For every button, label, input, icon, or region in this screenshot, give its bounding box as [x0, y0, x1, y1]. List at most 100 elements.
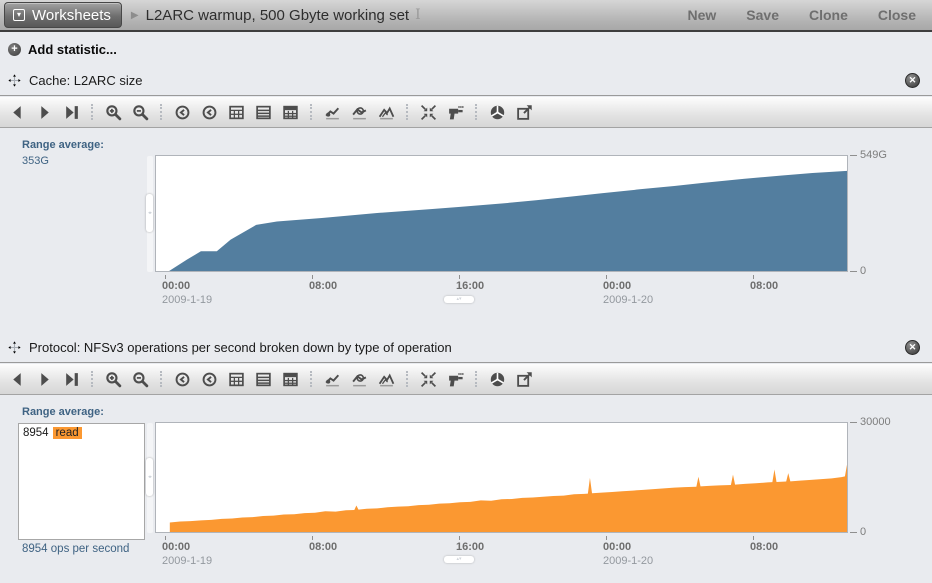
- show-day-button[interactable]: [227, 370, 245, 388]
- y-axis-label: 30000: [860, 416, 891, 428]
- show-month-icon: [282, 104, 299, 121]
- zoom-in-button[interactable]: [104, 370, 122, 388]
- show-hour-button[interactable]: [200, 370, 218, 388]
- quantize-button[interactable]: [488, 370, 506, 388]
- zoom-out-icon: [132, 104, 149, 121]
- clone-button[interactable]: Clone: [808, 7, 848, 23]
- export-button[interactable]: [515, 370, 533, 388]
- y-axis-tick: [850, 532, 857, 533]
- vertical-resize-handle[interactable]: [146, 458, 153, 496]
- back-button[interactable]: [8, 103, 26, 121]
- remove-statistic-button[interactable]: [905, 340, 920, 355]
- horizontal-resize-handle[interactable]: [444, 296, 474, 303]
- y-axis-tick: [850, 422, 857, 423]
- x-axis-label: 08:00: [309, 541, 338, 553]
- x-axis-label: 08:00: [750, 280, 779, 292]
- range-average-label: Range average:: [22, 406, 104, 418]
- nfsv3-ops-area-chart[interactable]: [155, 422, 848, 533]
- show-week-button[interactable]: [254, 103, 272, 121]
- show-maximum-button[interactable]: [350, 370, 368, 388]
- drilldown-button[interactable]: [446, 103, 464, 121]
- crop-outliers-button[interactable]: [419, 370, 437, 388]
- drilldown-button[interactable]: [446, 370, 464, 388]
- show-minimum-icon: [324, 104, 341, 121]
- zoom-out-button[interactable]: [131, 103, 149, 121]
- worksheets-menu-button[interactable]: ▾ Worksheets: [4, 2, 122, 28]
- x-axis-date: 2009-1-19: [162, 294, 213, 306]
- worksheet-title[interactable]: L2ARC warmup, 500 Gbyte working set: [145, 6, 410, 24]
- show-maximum-button[interactable]: [350, 103, 368, 121]
- show-month-icon: [282, 371, 299, 388]
- export-icon: [516, 371, 533, 388]
- forward-to-present-button[interactable]: [62, 103, 80, 121]
- show-hour-button[interactable]: [200, 103, 218, 121]
- chart-toolbar: [0, 97, 932, 128]
- legend-series-read[interactable]: read: [52, 427, 82, 439]
- export-button[interactable]: [515, 103, 533, 121]
- x-axis-tick: [459, 275, 460, 279]
- l2arc-size-area-chart[interactable]: [155, 155, 848, 272]
- show-day-button[interactable]: [227, 103, 245, 121]
- vertical-resize-handle[interactable]: [146, 194, 153, 232]
- y-axis-label: 0: [860, 265, 867, 277]
- show-minute-icon: [174, 104, 191, 121]
- statistic-title: Protocol: NFSv3 operations per second br…: [29, 340, 452, 355]
- add-statistic-label[interactable]: Add statistic...: [28, 41, 117, 57]
- show-maximum-icon: [351, 371, 368, 388]
- save-button[interactable]: Save: [746, 7, 779, 23]
- add-statistic-row[interactable]: + Add statistic...: [0, 36, 932, 62]
- show-week-button[interactable]: [254, 370, 272, 388]
- show-month-button[interactable]: [281, 103, 299, 121]
- remove-statistic-button[interactable]: [905, 73, 920, 88]
- zoom-out-button[interactable]: [131, 370, 149, 388]
- horizontal-resize-handle[interactable]: [444, 556, 474, 563]
- x-axis-tick: [753, 275, 754, 279]
- x-axis-label: 00:00: [162, 541, 191, 553]
- quantize-icon: [489, 104, 506, 121]
- zoom-out-icon: [132, 371, 149, 388]
- x-axis-label: 16:00: [456, 541, 485, 553]
- forward-button[interactable]: [35, 103, 53, 121]
- show-hour-icon: [201, 104, 218, 121]
- drilldown-icon: [447, 104, 464, 121]
- x-axis-tick: [753, 536, 754, 540]
- y-axis-tick: [850, 155, 857, 156]
- new-button[interactable]: New: [687, 7, 717, 23]
- move-icon[interactable]: [8, 74, 21, 87]
- export-icon: [516, 104, 533, 121]
- toolbar-separator: [406, 104, 408, 120]
- worksheet-actions: New Save Clone Close: [687, 7, 932, 23]
- forward-to-present-button[interactable]: [62, 370, 80, 388]
- zoom-in-button[interactable]: [104, 103, 122, 121]
- show-minimum-button[interactable]: [323, 103, 341, 121]
- show-day-icon: [228, 371, 245, 388]
- show-minute-button[interactable]: [173, 103, 191, 121]
- text-cursor-icon: I: [415, 7, 421, 23]
- x-axis-label: 16:00: [456, 280, 485, 292]
- show-month-button[interactable]: [281, 370, 299, 388]
- forward-button[interactable]: [35, 370, 53, 388]
- x-axis-label: 08:00: [309, 280, 338, 292]
- statistic-title: Cache: L2ARC size: [29, 73, 143, 88]
- quantize-button[interactable]: [488, 103, 506, 121]
- move-icon[interactable]: [8, 341, 21, 354]
- x-axis-tick: [165, 536, 166, 540]
- close-button[interactable]: Close: [877, 7, 916, 23]
- y-axis-label: 549G: [860, 149, 887, 161]
- show-minimum-button[interactable]: [323, 370, 341, 388]
- show-minute-button[interactable]: [173, 370, 191, 388]
- show-maximum-icon: [351, 104, 368, 121]
- add-icon: +: [8, 42, 21, 56]
- forward-icon: [36, 371, 53, 388]
- forward-icon: [36, 104, 53, 121]
- breakdown-legend[interactable]: 8954 read: [18, 423, 145, 540]
- legend-value: 8954: [23, 427, 49, 439]
- show-line-graph-button[interactable]: [377, 103, 395, 121]
- crop-outliers-icon: [420, 104, 437, 121]
- breadcrumb-arrow-icon: ▶: [130, 9, 139, 21]
- back-button[interactable]: [8, 370, 26, 388]
- x-axis-tick: [312, 536, 313, 540]
- show-line-graph-button[interactable]: [377, 370, 395, 388]
- crop-outliers-button[interactable]: [419, 103, 437, 121]
